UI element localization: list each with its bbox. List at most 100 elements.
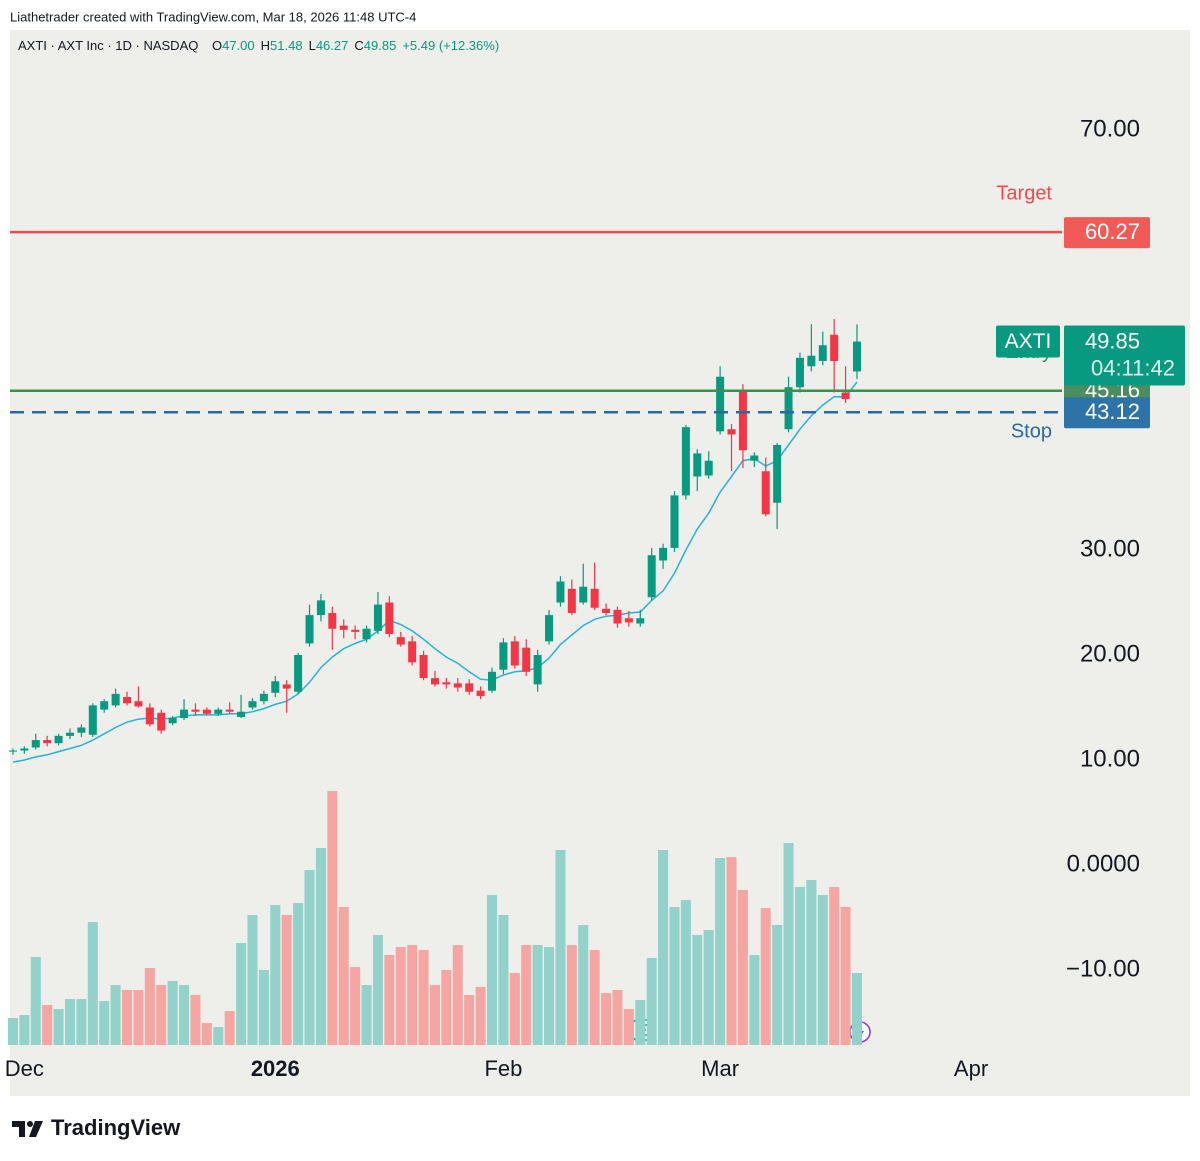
legend-value: 46.27 xyxy=(315,38,349,53)
volume-bar xyxy=(133,990,144,1045)
candle-body xyxy=(180,709,189,719)
candle-body xyxy=(225,709,234,712)
x-tick-label: 2026 xyxy=(251,1056,300,1081)
volume-bar xyxy=(623,1009,634,1045)
volume-bar xyxy=(589,950,600,1045)
legend-title: AXTI · AXT Inc · 1D · NASDAQ xyxy=(18,38,199,53)
candle-body xyxy=(510,641,519,666)
candle-body xyxy=(31,740,40,748)
y-tick-label: 20.00 xyxy=(1080,640,1140,667)
volume-bar xyxy=(498,915,509,1045)
volume-bar xyxy=(658,850,669,1045)
candle-body xyxy=(248,701,257,708)
volume-bar xyxy=(327,791,338,1045)
volume-bar xyxy=(521,945,532,1045)
legend-key: H xyxy=(260,38,271,53)
candle-body xyxy=(145,707,154,725)
candle-body xyxy=(305,615,314,644)
candle-body xyxy=(773,444,782,503)
legend-change: +5.49 (+12.36%) xyxy=(402,38,500,53)
candle-body xyxy=(602,608,611,614)
volume-bar xyxy=(7,1018,18,1045)
volume-bar xyxy=(258,970,269,1045)
volume-bar xyxy=(418,950,429,1045)
volume-bar xyxy=(144,968,155,1045)
x-tick-label: Apr xyxy=(954,1056,988,1081)
volume-bar xyxy=(829,887,840,1045)
last-price-box xyxy=(1064,325,1185,386)
candle-body xyxy=(830,334,839,361)
volume-bar xyxy=(224,1011,235,1045)
candle-body xyxy=(465,683,474,692)
footer-logo xyxy=(12,1121,43,1137)
header: Liathetrader created with TradingView.co… xyxy=(10,9,416,24)
volume-bar xyxy=(452,945,463,1045)
candle-body xyxy=(693,453,702,477)
candle-body xyxy=(476,690,485,696)
countdown-label: 04:11:42 xyxy=(1091,355,1175,380)
volume-bar xyxy=(441,970,452,1045)
candle-body xyxy=(77,727,86,733)
volume-bar xyxy=(601,993,612,1045)
volume-bar xyxy=(646,958,657,1045)
volume-bar xyxy=(817,895,828,1045)
legend-value: 51.48 xyxy=(270,38,303,53)
level-price-box xyxy=(1064,397,1150,429)
candle-body xyxy=(134,701,143,707)
legend: AXTI · AXT Inc · 1D · NASDAQ O47.00 H51.4… xyxy=(18,38,505,53)
volume-bar xyxy=(772,925,783,1045)
symbol-badge-label: AXTI xyxy=(1005,330,1052,353)
volume-bar xyxy=(179,985,190,1045)
candle-body xyxy=(157,712,166,731)
volume-bar xyxy=(350,967,361,1045)
candle-body xyxy=(852,341,861,372)
candle-body xyxy=(488,671,497,691)
volume-bar xyxy=(315,848,326,1045)
volume-bar xyxy=(395,947,406,1045)
candle-body xyxy=(328,613,337,629)
volume-bar xyxy=(76,999,87,1045)
candle-body xyxy=(282,684,291,689)
candle-body xyxy=(408,641,417,663)
candle-body xyxy=(704,460,713,476)
x-tick-label: Mar xyxy=(701,1056,739,1081)
volume-bar xyxy=(236,943,247,1045)
candle-body xyxy=(65,732,74,736)
volume-bar xyxy=(464,995,475,1045)
volume-bar xyxy=(338,907,349,1045)
volume-bar xyxy=(213,1027,224,1045)
candle-body xyxy=(351,629,360,632)
volume-bar xyxy=(680,900,691,1045)
volume-bar xyxy=(794,887,805,1045)
candle-body xyxy=(8,750,17,752)
y-tick-label: 10.00 xyxy=(1080,745,1140,772)
volume-bar xyxy=(851,973,862,1045)
candle-body xyxy=(716,376,725,432)
volume-bar xyxy=(30,957,41,1045)
candle-body xyxy=(579,586,588,603)
candle-body xyxy=(727,429,736,435)
candle-body xyxy=(624,618,633,623)
volume-bar xyxy=(384,955,395,1045)
candle-body xyxy=(54,735,63,744)
candle-body xyxy=(88,705,97,735)
candle-body xyxy=(316,600,325,616)
level-price-label: 60.27 xyxy=(1085,219,1140,244)
y-tick-label: −10.00 xyxy=(1066,955,1140,982)
volume-bar xyxy=(99,1001,110,1045)
candle-body xyxy=(259,693,268,702)
footer-brand: TradingView xyxy=(51,1115,181,1140)
candle-body xyxy=(111,693,120,706)
volume-bar xyxy=(840,907,851,1045)
candle-body xyxy=(237,711,246,717)
volume-bar xyxy=(544,947,555,1045)
candle-body xyxy=(214,709,223,714)
volume-bar xyxy=(703,930,714,1045)
candle-body xyxy=(453,683,462,688)
y-tick-label: 30.00 xyxy=(1080,535,1140,562)
candle-body xyxy=(556,581,565,603)
volume-bar xyxy=(19,1015,30,1045)
volume-bar xyxy=(293,903,304,1045)
candle-body xyxy=(100,701,109,710)
